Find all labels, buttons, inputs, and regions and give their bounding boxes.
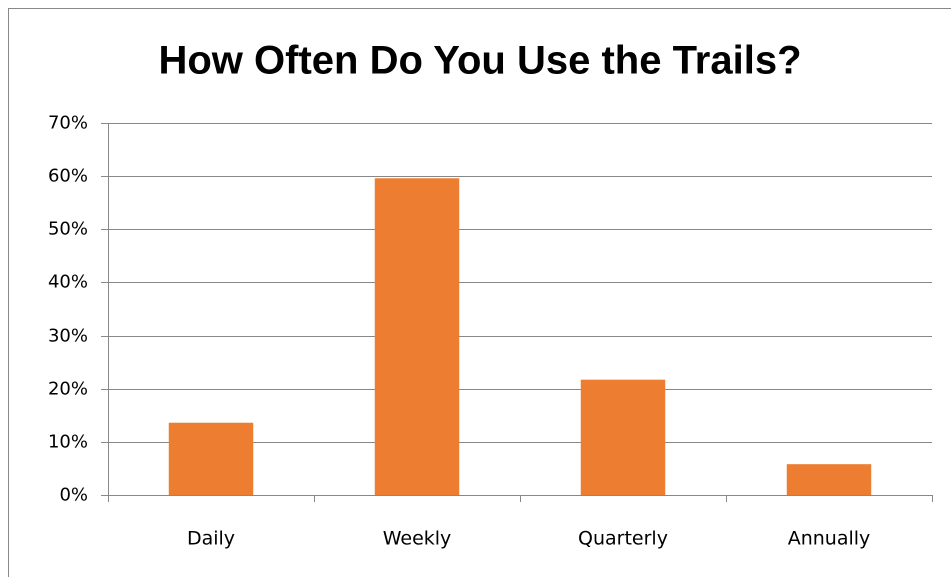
bar: [168, 422, 254, 495]
x-tick-label: Annually: [788, 528, 871, 550]
x-tick-label: Quarterly: [578, 528, 668, 550]
chart-title: How Often Do You Use the Trails?: [158, 39, 801, 83]
bar: [580, 379, 666, 495]
y-tick-label: 50%: [48, 219, 88, 240]
y-tick-label: 70%: [48, 113, 88, 134]
y-tick-label: 0%: [59, 485, 88, 506]
y-tick-label: 60%: [48, 166, 88, 187]
bar: [374, 178, 460, 496]
x-tick-label: Daily: [187, 528, 235, 550]
x-tick-label: Weekly: [383, 528, 452, 550]
bar: [786, 464, 872, 495]
y-tick-label: 10%: [48, 432, 88, 453]
y-tick-label: 40%: [48, 272, 88, 293]
y-tick-label: 20%: [48, 379, 88, 400]
y-tick-label: 30%: [48, 326, 88, 347]
